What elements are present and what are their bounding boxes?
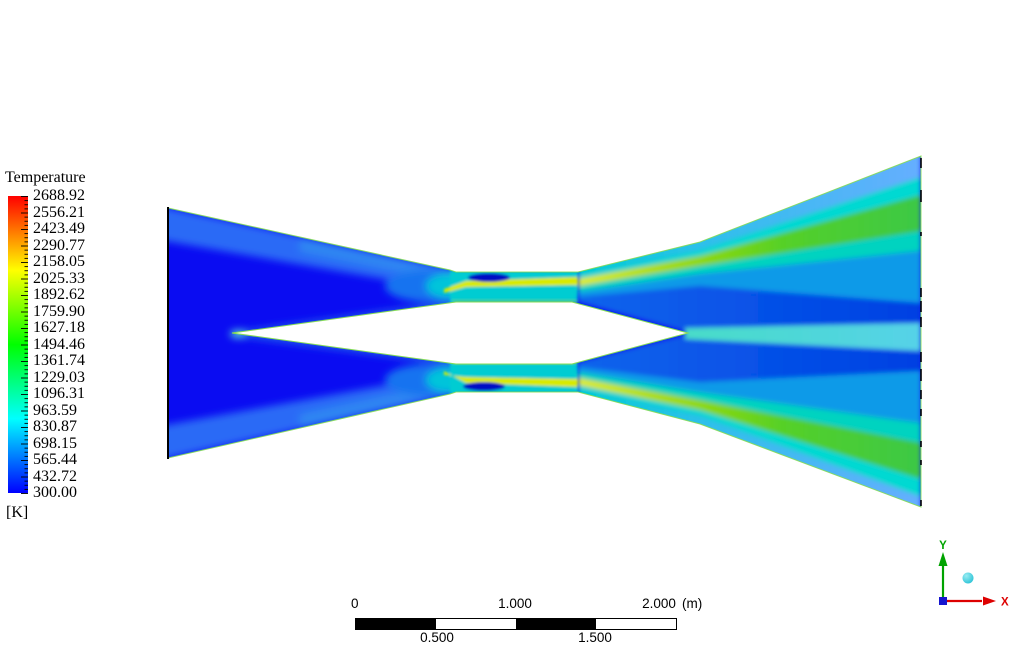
legend-tick-marks (21, 196, 28, 494)
scale-ruler-bar (355, 618, 677, 630)
scale-label-0500: 0.500 (420, 630, 454, 645)
scale-ruler-segment (516, 619, 596, 629)
scale-label-1000: 1.000 (498, 596, 532, 611)
x-axis-arrow (983, 596, 996, 606)
scale-label-1500: 1.500 (578, 630, 612, 645)
scale-ruler-segment (436, 619, 516, 629)
y-axis-label: Y (939, 540, 947, 552)
axis-triad[interactable]: Y X (925, 538, 1020, 612)
legend-unit: [K] (6, 504, 29, 521)
y-axis-arrow (938, 552, 948, 566)
scale-unit: (m) (682, 596, 703, 611)
domain-outline (167, 155, 922, 508)
scale-label-0: 0 (351, 596, 359, 611)
throat-channels (444, 271, 578, 393)
legend-title: Temperature (5, 169, 86, 186)
center-body (231, 301, 690, 365)
z-axis-ball (962, 572, 974, 584)
origin-marker (939, 597, 947, 605)
scale-label-2000: 2.000 (642, 596, 676, 611)
scale-ruler-segment (596, 619, 676, 629)
legend-colorbar (8, 196, 28, 493)
scale-ruler-segment (356, 619, 436, 629)
x-axis-label: X (1001, 597, 1009, 609)
